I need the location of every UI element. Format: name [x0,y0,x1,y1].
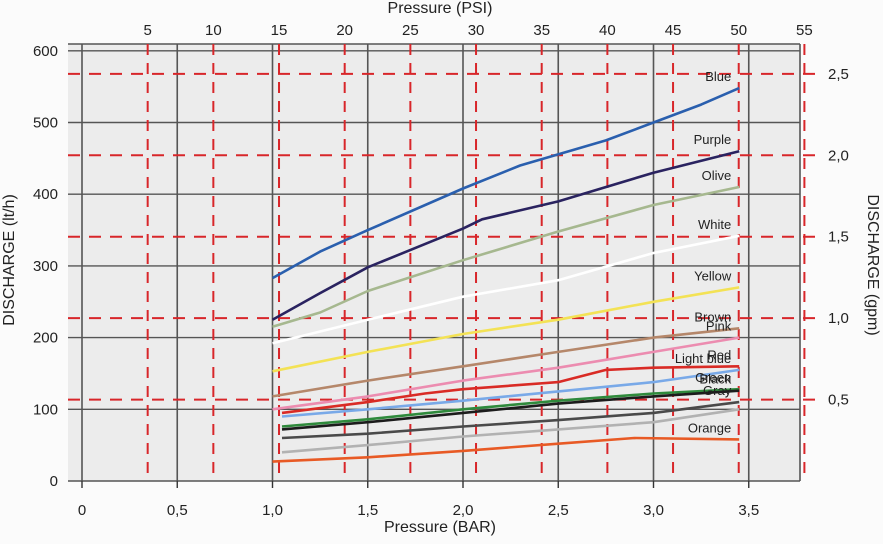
y-left-tick-label: 600 [33,43,58,60]
series-line-blue [271,86,740,280]
y-left-tick-label: 200 [33,330,58,347]
x-top-tick-label: 15 [271,22,288,39]
left-axis-title: DISCHARGE (lt/h) [1,194,18,326]
y-right-tick-label: 2,0 [828,147,849,164]
series-label-green: Green [695,370,731,385]
grid-layer [68,43,815,482]
x-top-tick-label: 50 [730,22,747,39]
x-bottom-tick-label: 0,5 [167,502,188,519]
series-line-gray [281,400,740,440]
right-axis-title: DISCHARGE (gpm) [864,194,881,335]
x-bottom-tick-label: 3,0 [643,502,664,519]
series-label-purple: Purple [694,132,732,147]
x-bottom-tick-label: 1,0 [262,502,283,519]
series-label-brown: Brown [694,309,731,324]
x-top-tick-label: 25 [402,22,419,39]
series-line-olive [272,185,740,329]
series-line-black [281,389,740,431]
x-top-tick-label: 20 [336,22,353,39]
x-bottom-tick-label: 2,0 [453,502,474,519]
series-label-olive: Olive [702,168,732,183]
series-line-red [281,365,740,415]
x-top-tick-label: 45 [665,22,682,39]
y-left-tick-label: 400 [33,186,58,203]
x-bottom-tick-label: 0 [78,502,86,519]
x-bottom-tick-label: 3,5 [738,502,759,519]
series-line-orange [272,436,740,463]
series-line-yellow [272,286,740,373]
x-top-tick-label: 30 [468,22,485,39]
series-line-white [272,234,740,345]
plot-area [68,44,800,481]
y-right-tick-label: 2,5 [828,66,849,83]
y-right-tick-label: 1,5 [828,229,849,246]
series-line-light-blue [281,368,740,418]
series-line-pink [272,336,740,411]
x-top-tick-label: 35 [533,22,550,39]
top-axis-title: Pressure (PSI) [388,0,493,17]
series-line-unlabeled [281,408,740,454]
y-left-tick-label: 0 [50,473,58,490]
y-right-tick-label: 1,0 [828,310,849,327]
tick-layer: 0 0,5 1,0 1,5 2,0 2,5 3,0 3,5 0 100 200 300 400 500 60… [33,22,849,519]
bottom-axis-title: Pressure (BAR) [384,519,496,536]
y-right-tick-label: 0,5 [828,392,849,409]
series-label-pink: Pink [706,319,732,334]
x-top-tick-label: 10 [205,22,222,39]
x-top-tick-label: 5 [144,22,152,39]
series-label-white: White [698,217,731,232]
x-bottom-tick-label: 2,5 [548,502,569,519]
series-line-purple [271,149,740,321]
series-label-orange: Orange [688,420,731,435]
series-line-brown [272,327,740,398]
series-label-yellow: Yellow [694,268,732,283]
series-label-gray: Gray [703,383,732,398]
series-label-light-blue: Light blue [675,351,731,366]
series-label-black: Black [699,372,731,387]
series-label-red: Red [707,347,731,362]
y-left-tick-label: 100 [33,401,58,418]
series-layer [271,86,740,463]
series-line-green [281,387,740,428]
y-left-tick-label: 500 [33,115,58,132]
y-left-tick-label: 300 [33,258,58,275]
x-bottom-tick-label: 1,5 [357,502,378,519]
series-label-blue: Blue [705,69,731,84]
x-top-tick-label: 40 [599,22,616,39]
x-top-tick-label: 55 [796,22,813,39]
